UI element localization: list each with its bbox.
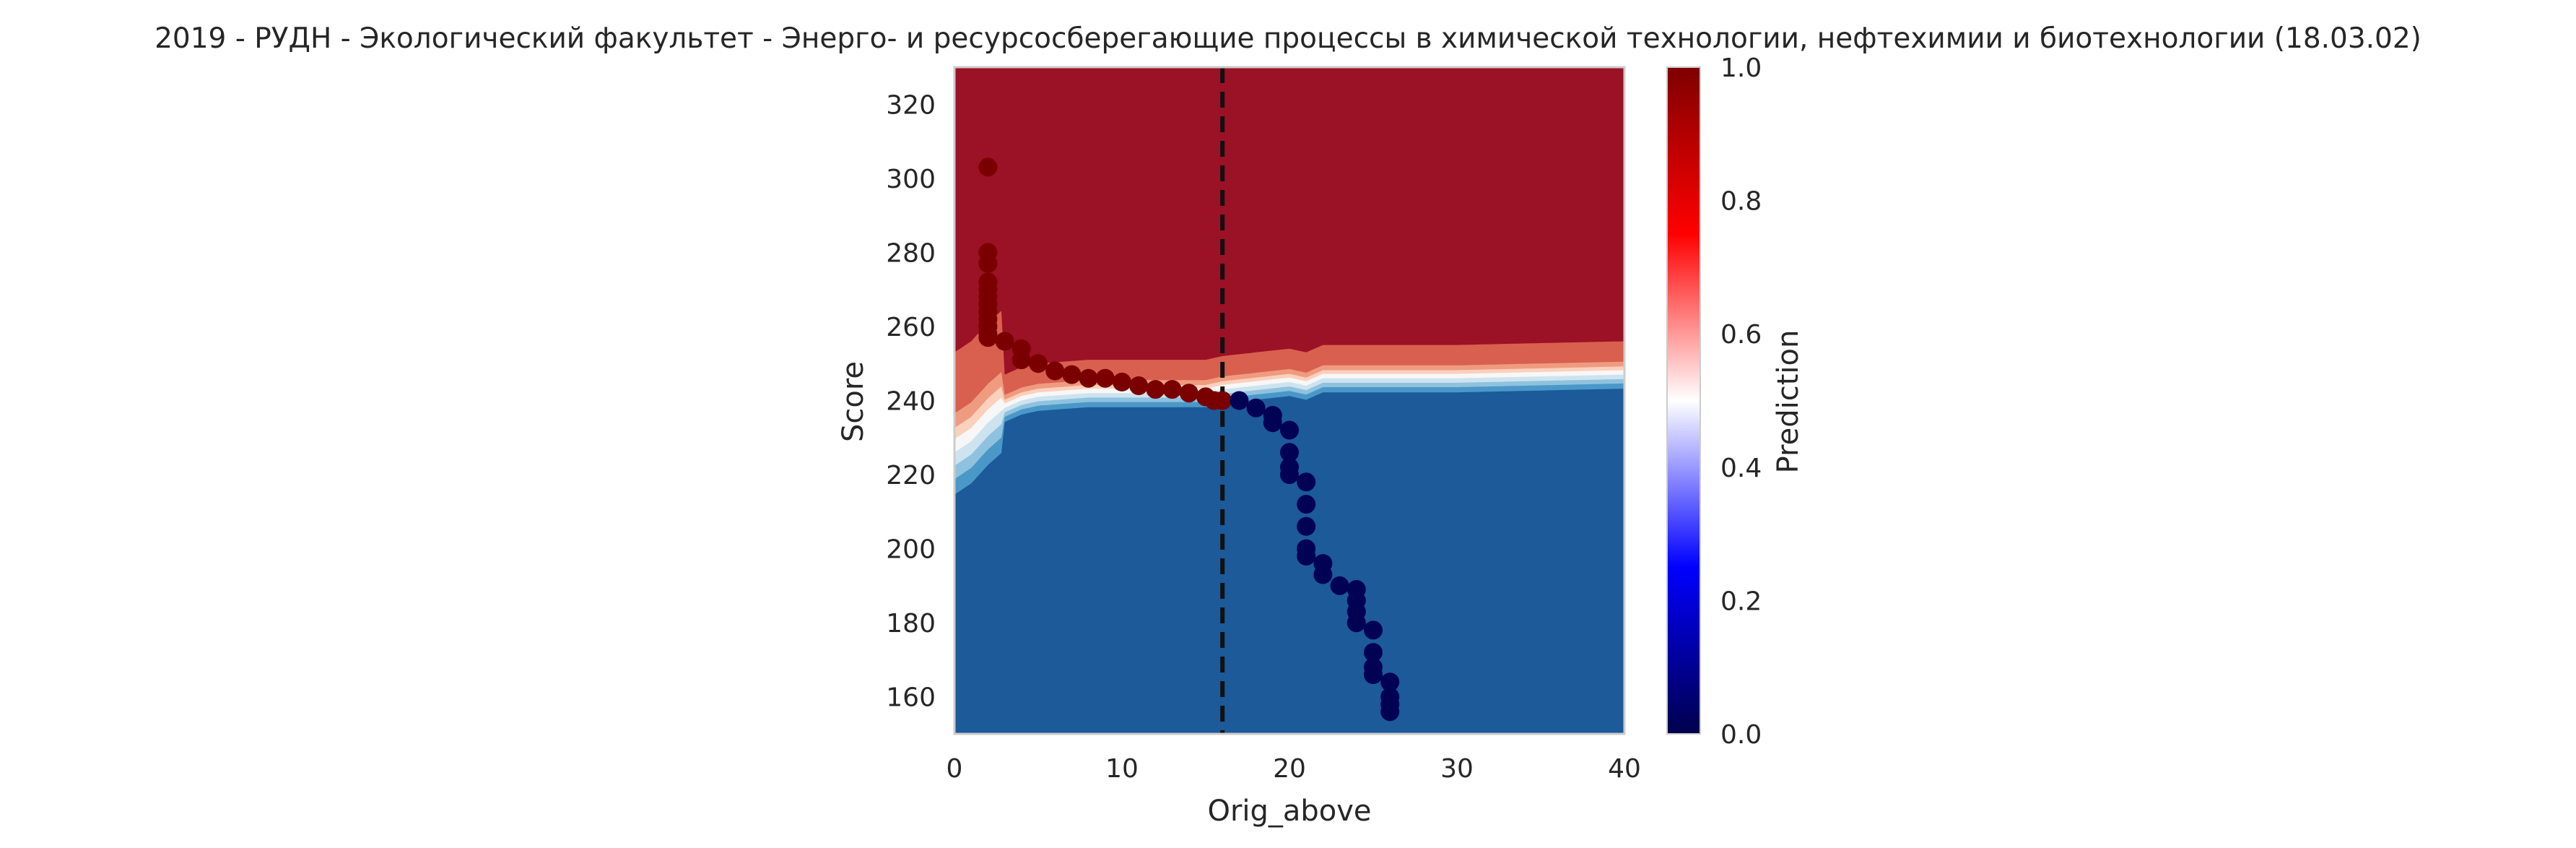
scatter-point	[978, 328, 998, 347]
plot-area	[953, 66, 1626, 735]
colorbar-tick-label: 0.0	[1720, 720, 1762, 750]
x-tick-label: 30	[1440, 754, 1474, 784]
data-points	[978, 157, 1400, 722]
scatter-point	[1313, 565, 1333, 584]
y-tick-label: 180	[886, 609, 936, 639]
scatter-point	[1280, 443, 1299, 462]
chart-title: 2019 - РУДН - Экологический факультет - …	[155, 22, 2421, 55]
scatter-point	[1280, 420, 1299, 440]
scatter-point	[1380, 702, 1400, 722]
colorbar-tick-label: 1.0	[1720, 53, 1762, 83]
colorbar-label: Prediction	[1772, 330, 1805, 474]
colorbar: 0.0 0.2 0.4 0.6 0.8 1.0 Prediction	[1666, 53, 1805, 750]
scatter-point	[1179, 384, 1198, 403]
scatter-point	[1297, 516, 1316, 536]
scatter-point	[1162, 380, 1182, 399]
y-tick-label: 280	[886, 238, 936, 268]
y-axis-ticks: 160 180 200 220 240 260 280 300 320	[886, 90, 936, 712]
y-tick-label: 160	[886, 683, 936, 713]
colorbar-scale	[1666, 66, 1701, 735]
x-axis-ticks: 0 10 20 30 40	[947, 754, 1641, 784]
scatter-point	[995, 332, 1014, 351]
scatter-point	[1230, 391, 1249, 410]
scatter-point	[1280, 465, 1299, 485]
scatter-point	[1246, 398, 1266, 417]
contour-fill	[954, 67, 1624, 734]
y-tick-label: 240	[886, 387, 936, 417]
scatter-point	[1380, 672, 1400, 692]
scatter-point	[1095, 368, 1115, 388]
x-axis-label: Orig_above	[1207, 795, 1371, 828]
colorbar-tick-label: 0.4	[1720, 454, 1762, 483]
scatter-point	[1113, 372, 1131, 391]
x-tick-label: 20	[1273, 754, 1306, 784]
scatter-point	[1062, 365, 1082, 384]
y-tick-label: 220	[886, 461, 936, 490]
scatter-point	[1011, 350, 1031, 370]
scatter-point	[1330, 576, 1349, 595]
x-tick-label: 0	[947, 754, 963, 784]
scatter-point	[1346, 613, 1366, 633]
colorbar-ticks: 0.0 0.2 0.4 0.6 0.8 1.0	[1720, 53, 1762, 750]
scatter-point	[1297, 546, 1316, 566]
scatter-point	[1263, 413, 1282, 433]
colorbar-tick-label: 0.6	[1720, 320, 1762, 350]
scatter-point	[1045, 361, 1065, 381]
scatter-point	[1297, 472, 1316, 492]
colorbar-tick-label: 0.2	[1720, 587, 1762, 616]
scatter-point	[1029, 354, 1048, 373]
y-tick-label: 320	[886, 90, 936, 120]
y-tick-label: 300	[886, 165, 936, 194]
x-tick-label: 40	[1608, 754, 1641, 784]
y-axis-label: Score	[837, 361, 870, 442]
colorbar-tick-label: 0.8	[1720, 187, 1762, 217]
scatter-point	[1213, 391, 1232, 410]
scatter-point	[1364, 665, 1383, 684]
scatter-point	[1129, 376, 1149, 395]
x-tick-label: 10	[1105, 754, 1139, 784]
scatter-point	[978, 254, 998, 273]
scatter-point	[1079, 368, 1098, 388]
scatter-point	[978, 157, 998, 177]
y-tick-label: 200	[886, 535, 936, 565]
contour-band	[954, 67, 1624, 375]
scatter-point	[1364, 620, 1383, 640]
scatter-point	[1364, 643, 1383, 662]
plot-frame	[953, 66, 1626, 735]
y-tick-label: 260	[886, 313, 936, 342]
scatter-point	[1297, 495, 1316, 514]
scatter-point	[1146, 380, 1165, 399]
